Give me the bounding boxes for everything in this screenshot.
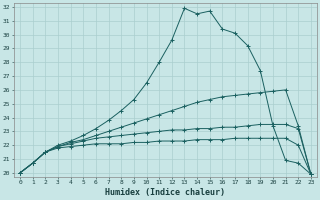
X-axis label: Humidex (Indice chaleur): Humidex (Indice chaleur) — [106, 188, 226, 197]
